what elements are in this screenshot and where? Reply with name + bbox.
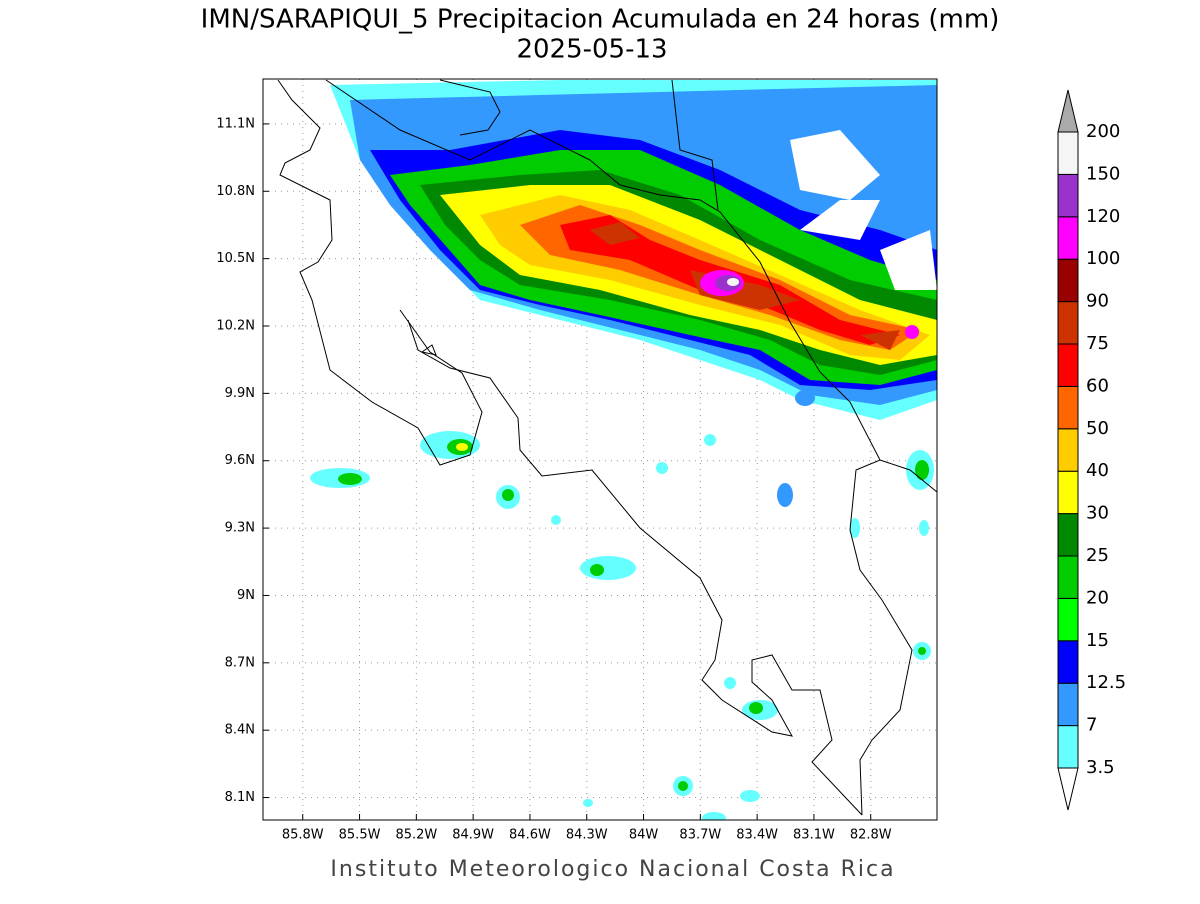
colorbar-over: [1057, 89, 1079, 133]
colorbar-label: 75: [1086, 333, 1109, 354]
lat-tick-label: 11.1N: [216, 116, 255, 131]
lon-tick-label: 83.7W: [679, 828, 721, 843]
colorbar-box: [1057, 725, 1079, 769]
credit: Instituto Meteorologico Nacional Costa R…: [330, 857, 895, 882]
lat-tick-label: 9.3N: [225, 521, 255, 536]
lat-tick-label: 8.7N: [225, 655, 255, 670]
lon-tick-label: 84W: [629, 828, 659, 843]
colorbar-box: [1057, 131, 1079, 175]
colorbar-label: 100: [1086, 248, 1120, 269]
colorbar-label: 7: [1086, 715, 1097, 736]
colorbar-box: [1057, 216, 1079, 260]
colorbar-box: [1057, 555, 1079, 599]
map-date: 2025-05-13: [516, 35, 667, 65]
lat-tick-label: 10.2N: [216, 319, 255, 334]
lat-tick-label: 10.5N: [216, 251, 255, 266]
map-title: IMN/SARAPIQUI_5 Precipitacion Acumulada …: [201, 5, 1000, 35]
colorbar-label: 30: [1086, 503, 1109, 524]
colorbar-label: 150: [1086, 163, 1120, 184]
colorbar-box: [1057, 513, 1079, 557]
colorbar-box: [1057, 258, 1079, 303]
colorbar-label: 15: [1086, 630, 1109, 651]
colorbar-box: [1057, 301, 1079, 345]
lon-tick-label: 84.9W: [452, 828, 494, 843]
colorbar-label: 3.5: [1086, 757, 1115, 778]
colorbar-box: [1057, 343, 1079, 387]
lat-tick-label: 8.1N: [225, 790, 255, 805]
colorbar-box: [1057, 385, 1079, 430]
colorbar-box: [1057, 428, 1079, 472]
colorbar-box: [1057, 682, 1079, 727]
colorbar-box: [1057, 597, 1079, 642]
map-frame: [262, 78, 938, 821]
lon-tick-label: 84.3W: [566, 828, 608, 843]
lon-tick-label: 85.5W: [339, 828, 381, 843]
lat-tick-label: 10.8N: [216, 184, 255, 199]
colorbar-label: 60: [1086, 375, 1109, 396]
lon-tick-label: 83.4W: [736, 828, 778, 843]
colorbar-label: 90: [1086, 291, 1109, 312]
colorbar-under: [1057, 767, 1079, 811]
colorbar-label: 50: [1086, 418, 1109, 439]
colorbar-label: 200: [1086, 121, 1120, 142]
lat-tick-label: 8.4N: [225, 723, 255, 738]
lat-tick-label: 9N: [237, 588, 255, 603]
colorbar-label: 12.5: [1086, 672, 1126, 693]
colorbar-label: 40: [1086, 460, 1109, 481]
colorbar-box: [1057, 470, 1079, 515]
lon-tick-label: 83.1W: [793, 828, 835, 843]
colorbar-box: [1057, 173, 1079, 218]
lat-tick-label: 9.6N: [225, 453, 255, 468]
precip-field: [277, 79, 937, 820]
colorbar: 3.5 7 12.5 15 20 25 30 40 50 60 75 90 100 120 150 200: [1057, 89, 1126, 811]
colorbar-label: 25: [1086, 545, 1109, 566]
lon-tick-label: 82.8W: [850, 828, 892, 843]
colorbar-box: [1057, 640, 1079, 684]
colorbar-label: 20: [1086, 587, 1109, 608]
lon-tick-label: 85.8W: [282, 828, 324, 843]
lon-tick-label: 85.2W: [395, 828, 437, 843]
lon-tick-label: 84.6W: [509, 828, 551, 843]
lat-tick-label: 9.9N: [225, 386, 255, 401]
colorbar-label: 120: [1086, 206, 1120, 227]
